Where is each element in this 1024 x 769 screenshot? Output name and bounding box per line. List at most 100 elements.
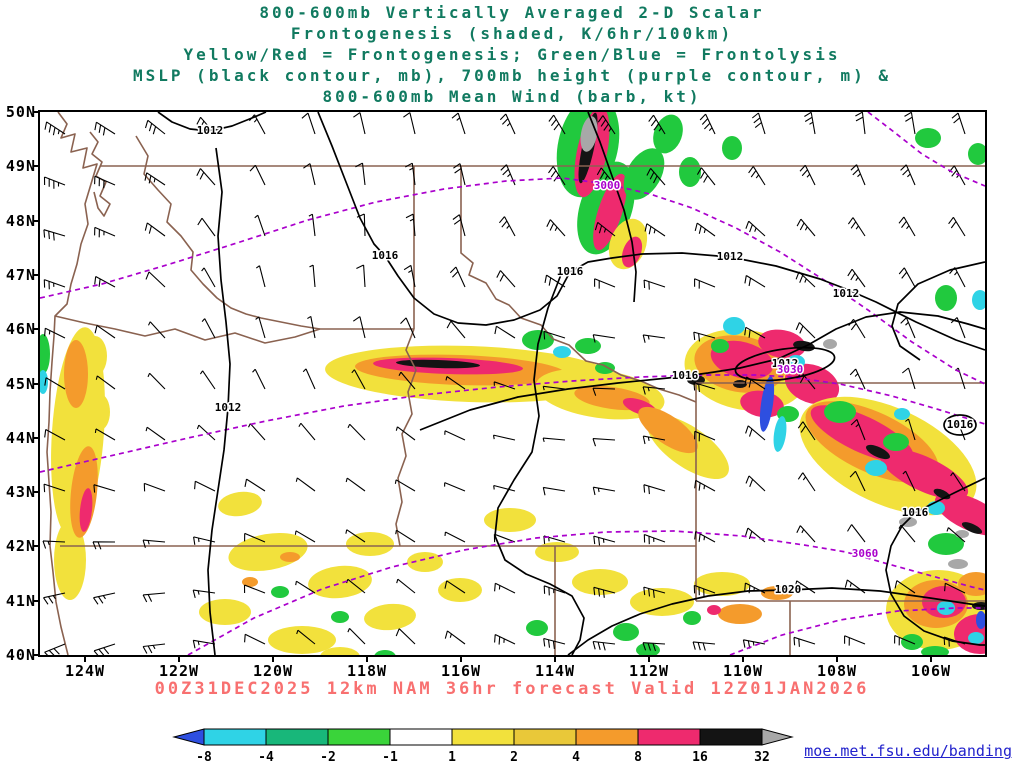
wind-barb [252,368,266,390]
wind-barb [307,315,316,339]
wind-barb [498,216,516,237]
shaded-region [759,376,775,432]
shaded-region [268,626,336,654]
wind-barb [745,425,766,441]
mslp-contour-label: 1012 [717,250,744,263]
wind-barb [42,540,66,549]
lat-tick-label: 44N [5,428,36,447]
wind-barb [951,112,966,135]
wind-barb [901,367,916,390]
wind-barb [43,483,66,493]
shaded-region [935,285,957,311]
wind-barb [693,584,716,597]
wind-barb [847,268,866,288]
wind-barb [898,267,916,288]
wind-barb [44,327,66,339]
wind-barb [308,213,316,237]
lat-tick-label: 46N [5,320,36,339]
height-contour [187,530,985,655]
shaded-region [683,611,701,625]
shaded-region [40,370,48,394]
mslp-contour [494,271,585,655]
wind-barb [847,524,866,543]
wind-barb [592,387,616,396]
lon-tick-label: 112W [628,662,670,680]
shaded-region [934,492,985,536]
coastline [46,112,98,655]
wind-barb [944,582,966,594]
wind-barb [444,482,466,492]
lat-tick-label: 43N [5,483,36,502]
shaded-region [901,634,923,650]
wind-barb [796,525,816,543]
shaded-region [242,577,258,587]
wind-barb [452,214,466,237]
wind-barb [43,176,66,189]
wind-barb [347,628,366,645]
lat-tick-label: 40N [5,646,36,664]
title-line-5: 800-600mb Mean Wind (barb, kt) [322,87,702,106]
shaded-region [621,236,643,268]
credit-link[interactable]: moe.met.fsu.edu/banding [804,742,1012,760]
shaded-region [723,317,745,335]
wind-barb [145,426,166,441]
lon-tick-label: 106W [910,662,952,680]
wind-barb [900,317,916,339]
wind-barb [849,368,866,390]
wind-barb [43,279,66,290]
shaded-region [879,448,969,500]
wind-barb [544,274,566,288]
wind-barb [694,222,716,237]
wind-barb [643,279,666,290]
mslp-contour-label: 1016 [557,265,584,278]
wind-barb [294,530,316,543]
wind-barb [353,112,366,135]
shaded-region [83,336,107,376]
shaded-region [331,611,349,623]
shaded-region [54,520,86,600]
wind-barb [396,578,416,594]
wind-barb [144,222,166,237]
wind-barb [143,482,166,492]
shaded-region [79,488,93,532]
shaded-region [927,501,945,515]
wind-barb [693,382,716,393]
colorbar: -8 -4 -2 -1 1 2 4 8 16 32 [172,728,794,765]
shaded-region [346,532,394,556]
wind-barb [847,217,866,237]
colorbar-segment [575,728,639,746]
wind-barb [795,271,816,288]
wind-barb [254,214,266,237]
wind-barb [844,635,866,646]
wind-barb [696,167,716,186]
wind-barb [43,592,66,605]
weather-map: 1012 1016 1016 1012 1012 1012 1016 1012 1016 1016… [40,112,985,655]
wind-barb [499,113,516,135]
wind-barb [93,592,116,605]
shaded-region [722,136,742,160]
wind-barb [197,217,216,237]
lat-tick-label: 41N [5,591,36,610]
wind-barb [742,639,766,649]
wind-barb [445,376,466,390]
wind-barb [900,164,916,186]
wind-barb [244,478,266,492]
wind-barb [403,264,416,288]
wind-barb [905,418,916,441]
shaded-region [218,491,262,517]
mslp-contour-label: 1016 [947,418,974,431]
wind-barb [744,275,766,288]
wind-barb [694,479,716,492]
wind-barb [444,430,466,441]
wind-barb [92,541,116,550]
shaded-region [364,603,416,631]
height-contour-label: 3060 [852,547,879,560]
or-id-border [395,328,417,547]
wind-barb [646,168,666,186]
height-contour [40,177,985,385]
wind-barb [642,435,666,445]
shaded-region [784,363,840,405]
wind-barb [142,592,166,603]
shaded-region [653,114,683,154]
mslp-contour-closed [734,346,836,382]
